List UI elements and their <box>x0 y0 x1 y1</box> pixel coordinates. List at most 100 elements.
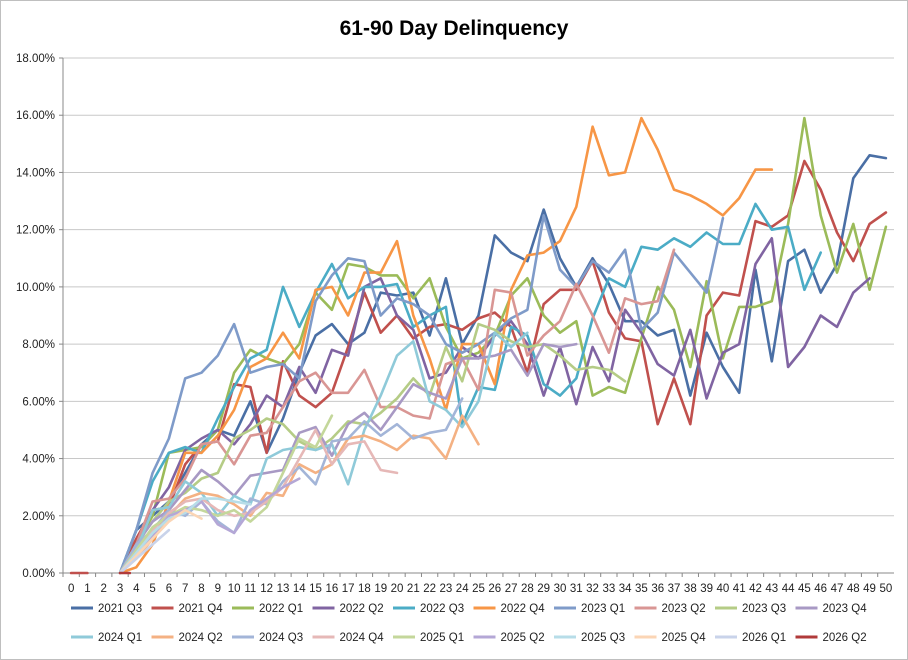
x-tick-label: 30 <box>554 583 567 595</box>
legend-item: 2022 Q3 <box>393 603 464 615</box>
x-tick-label: 17 <box>342 583 355 595</box>
x-tick-label: 12 <box>260 583 273 595</box>
legend-item: 2024 Q1 <box>71 632 142 644</box>
legend-label: 2023 Q2 <box>662 603 706 615</box>
x-tick-label: 23 <box>440 583 453 595</box>
legend-label: 2024 Q2 <box>179 632 223 644</box>
x-tick-label: 49 <box>863 583 876 595</box>
series-line <box>118 159 888 575</box>
y-tick-label: 10.00% <box>16 282 55 294</box>
x-tick-label: 29 <box>537 583 550 595</box>
x-tick-label: 26 <box>488 583 501 595</box>
x-tick-label: 15 <box>309 583 322 595</box>
legend-item: 2023 Q2 <box>634 603 706 615</box>
series-line <box>118 322 627 575</box>
x-tick-label: 45 <box>798 583 811 595</box>
x-tick-label: 47 <box>831 583 844 595</box>
legend-item: 2025 Q1 <box>393 632 464 644</box>
legend-item: 2023 Q3 <box>715 603 786 615</box>
series-line <box>118 154 888 575</box>
series-2023-q4 <box>118 342 578 575</box>
legend-item: 2025 Q3 <box>554 632 625 644</box>
legend-label: 2021 Q4 <box>179 603 224 615</box>
x-tick-label: 9 <box>215 583 221 595</box>
x-tick-label: 44 <box>782 583 795 595</box>
legend-item: 2025 Q2 <box>473 632 545 644</box>
legend-item: 2021 Q3 <box>71 603 142 615</box>
x-tick-labels: 0 1 2 3 4 5 6 7 8 9 10 11 12 13 14 15 16 17 18 19 20 21 22 23 24… <box>68 583 892 595</box>
x-tick-label: 0 <box>68 583 74 595</box>
legend-label: 2024 Q1 <box>98 632 142 644</box>
y-tick-label: 14.00% <box>16 167 55 179</box>
series-line <box>118 342 578 575</box>
x-tick-label: 28 <box>521 583 534 595</box>
series-2023-q3 <box>118 322 627 575</box>
x-tick-label: 31 <box>570 583 583 595</box>
x-tick-label: 37 <box>668 583 681 595</box>
series-2025-q3 <box>118 497 252 575</box>
legend-item: 2026 Q1 <box>715 632 786 644</box>
legend-label: 2021 Q3 <box>98 603 142 615</box>
x-tick-label: 46 <box>814 583 827 595</box>
series-2024-q4 <box>118 428 399 575</box>
y-tick-label: 0.00% <box>22 568 55 580</box>
legend-label: 2026 Q2 <box>823 632 867 644</box>
series-2021-q4 <box>69 159 888 575</box>
legend-label: 2024 Q3 <box>259 632 303 644</box>
x-tick-label: 1 <box>84 583 90 595</box>
legend-label: 2023 Q3 <box>742 603 786 615</box>
x-tick-label: 33 <box>602 583 615 595</box>
y-tick-label: 4.00% <box>22 454 55 466</box>
x-tick-label: 4 <box>133 583 140 595</box>
series-line <box>118 528 171 575</box>
series-2021-q3 <box>118 154 888 575</box>
y-tick-label: 18.00% <box>16 53 55 65</box>
legend-label: 2022 Q3 <box>420 603 464 615</box>
x-tick-label: 41 <box>733 583 746 595</box>
legend-label: 2025 Q2 <box>501 632 545 644</box>
x-tick-label: 50 <box>879 583 892 595</box>
legend-item: 2024 Q4 <box>312 632 384 644</box>
legend-label: 2022 Q1 <box>259 603 303 615</box>
series-2025-q4 <box>118 508 203 575</box>
axes <box>59 57 894 577</box>
x-tick-label: 6 <box>166 583 172 595</box>
x-tick-label: 38 <box>684 583 697 595</box>
x-tick-label: 2 <box>101 583 107 595</box>
legend-label: 2025 Q1 <box>420 632 464 644</box>
x-tick-label: 8 <box>198 583 204 595</box>
x-tick-label: 42 <box>749 583 762 595</box>
x-tick-label: 13 <box>277 583 290 595</box>
x-tick-label: 40 <box>717 583 730 595</box>
legend-label: 2025 Q3 <box>581 632 625 644</box>
x-tick-label: 19 <box>374 583 387 595</box>
x-tick-label: 10 <box>228 583 241 595</box>
series-line <box>118 116 888 575</box>
legend: 2021 Q3 2021 Q4 2022 Q1 2022 Q2 2022 Q3 2022 … <box>71 603 867 644</box>
x-tick-label: 27 <box>505 583 518 595</box>
legend-item: 2021 Q4 <box>151 603 224 615</box>
legend-label: 2025 Q4 <box>662 632 707 644</box>
x-tick-label: 18 <box>358 583 371 595</box>
x-tick-label: 7 <box>182 583 188 595</box>
legend-label: 2026 Q1 <box>742 632 786 644</box>
legend-item: 2023 Q4 <box>795 603 868 615</box>
series-line <box>118 428 399 575</box>
series-lines <box>69 116 888 575</box>
legend-label: 2022 Q2 <box>340 603 384 615</box>
y-tick-label: 16.00% <box>16 110 55 122</box>
legend-item: 2026 Q2 <box>795 632 867 644</box>
legend-item: 2024 Q2 <box>151 632 223 644</box>
x-tick-label: 22 <box>423 583 436 595</box>
legend-item: 2022 Q2 <box>312 603 384 615</box>
series-line <box>118 214 725 575</box>
x-tick-label: 48 <box>847 583 860 595</box>
legend-label: 2023 Q4 <box>823 603 868 615</box>
series-2023-q1 <box>118 214 725 575</box>
x-tick-label: 3 <box>117 583 123 595</box>
legend-label: 2022 Q4 <box>501 603 546 615</box>
series-line <box>118 477 301 575</box>
series-line <box>118 508 203 575</box>
gridlines <box>63 57 894 517</box>
x-tick-label: 24 <box>456 583 469 595</box>
